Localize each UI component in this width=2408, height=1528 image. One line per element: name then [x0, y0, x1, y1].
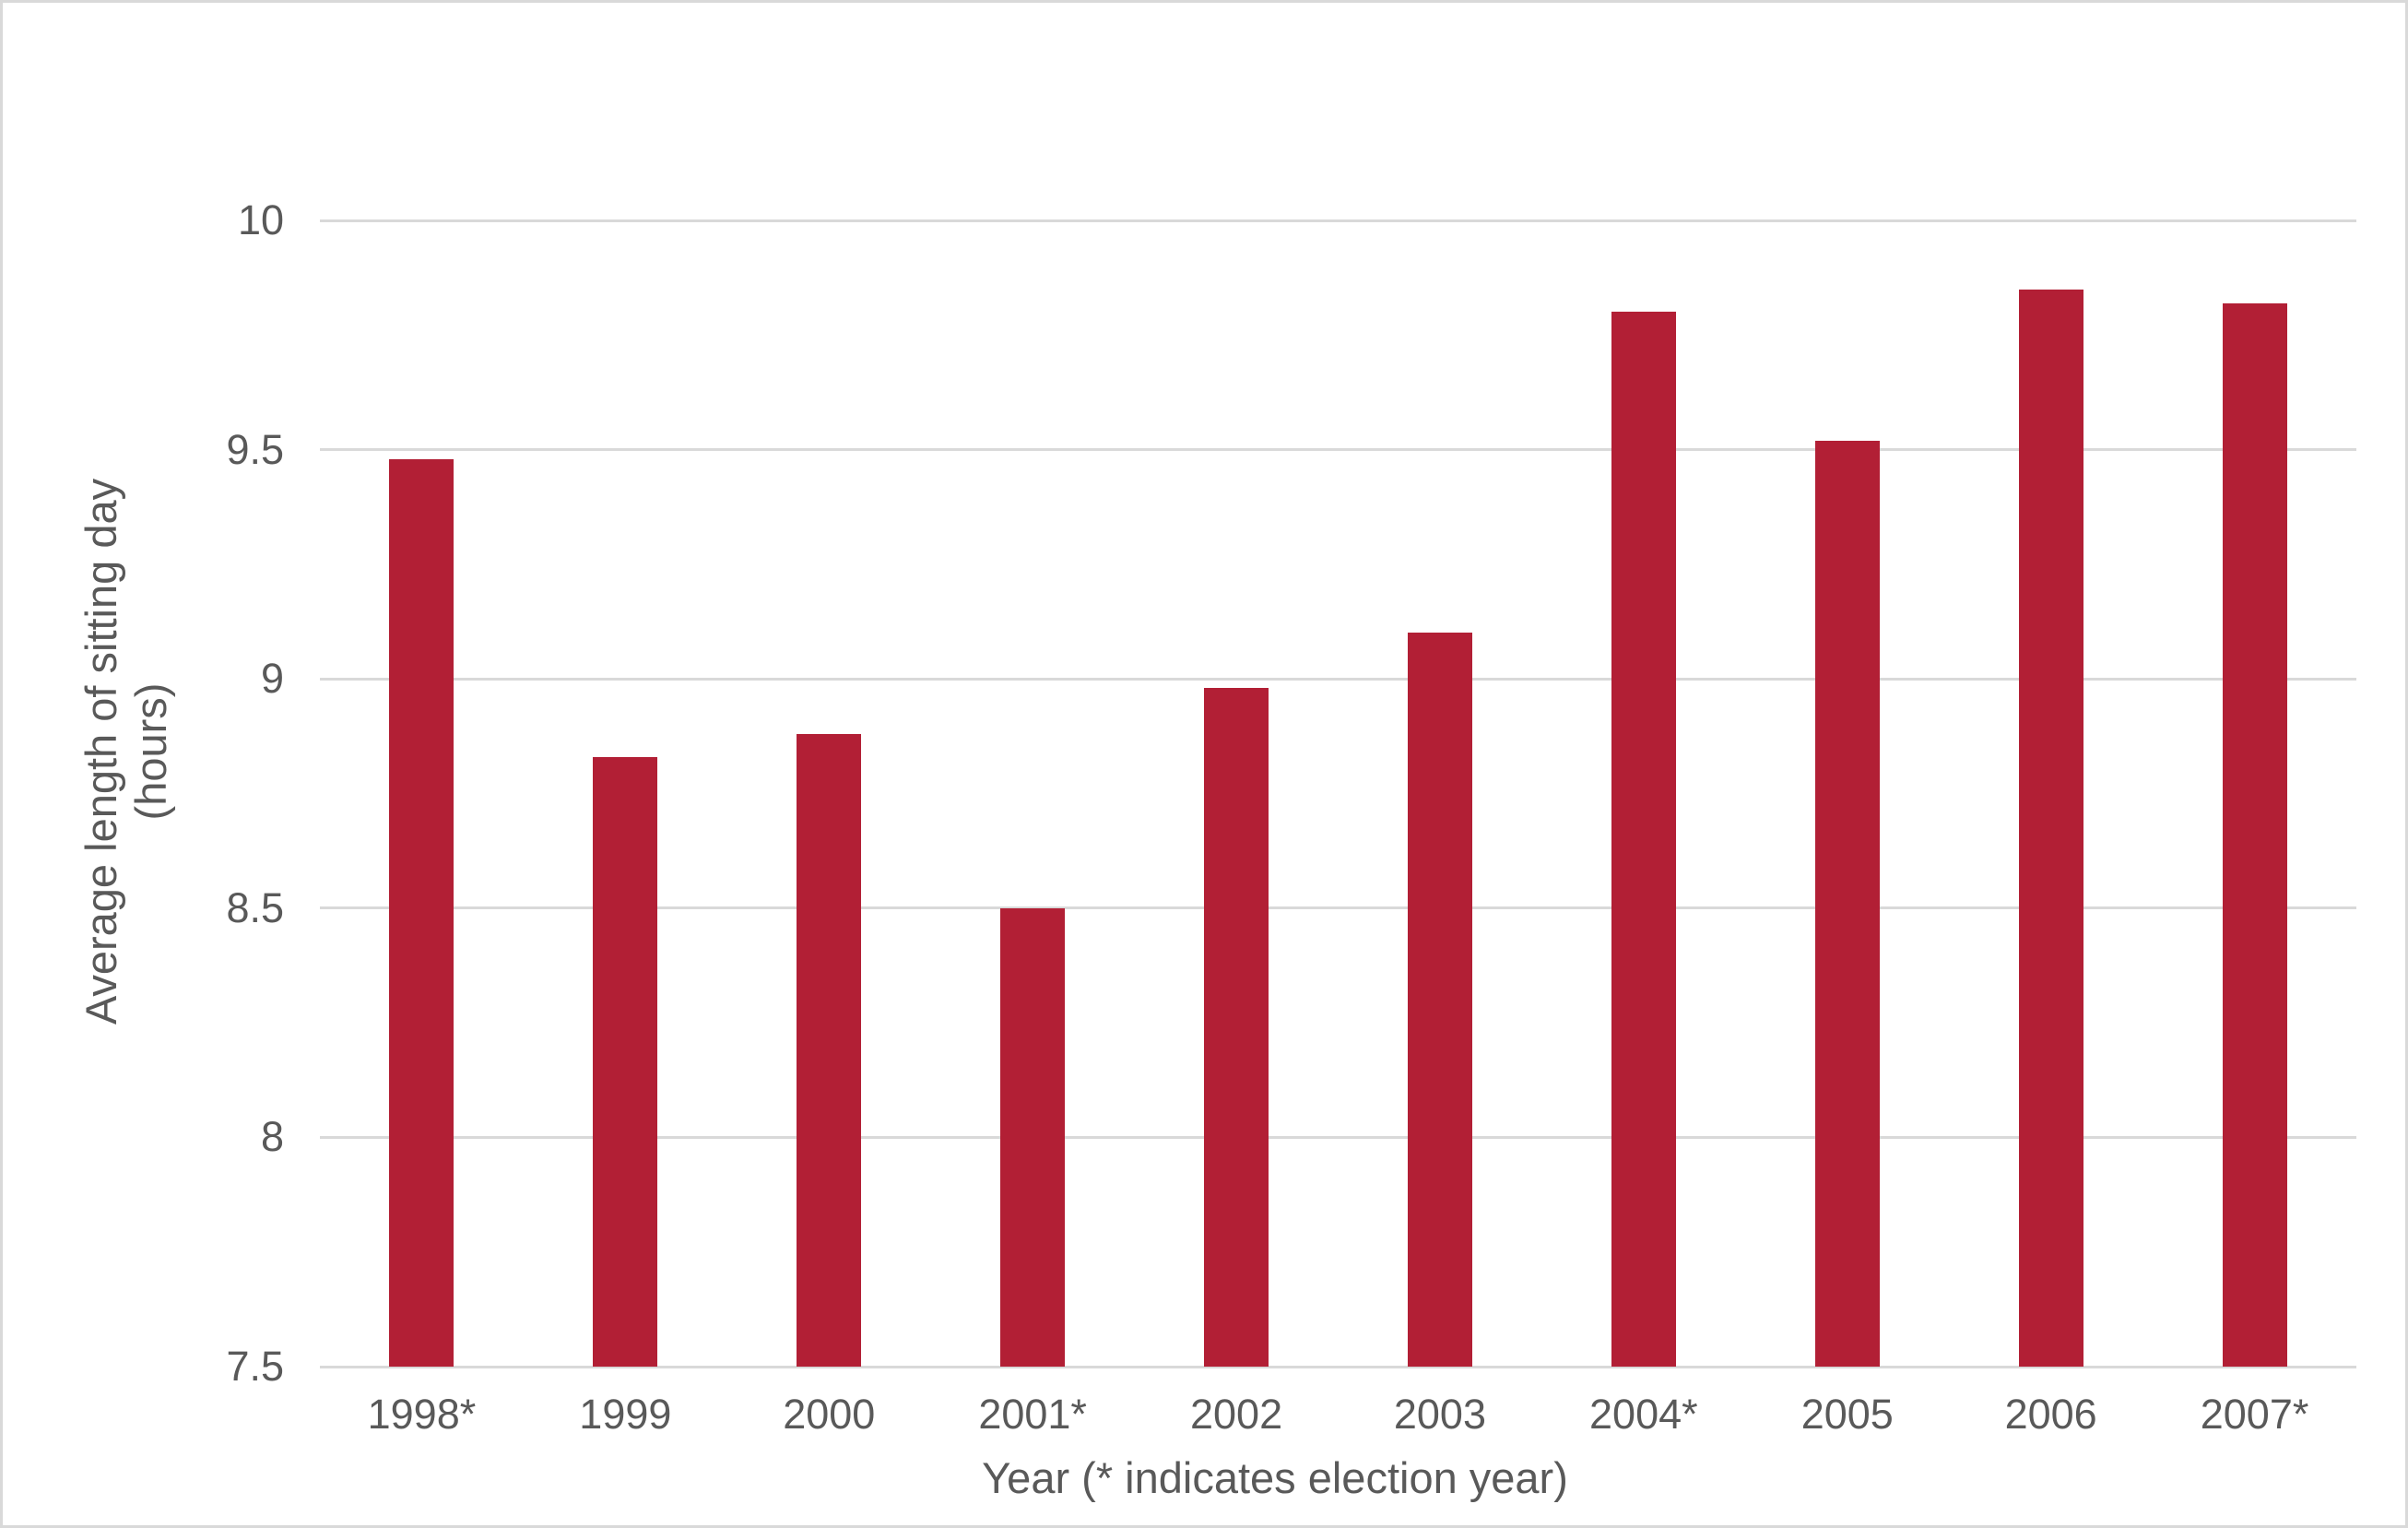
bar-2002	[1204, 688, 1269, 1367]
bar-1999	[593, 756, 658, 1367]
y-axis-title-line1: Average length of sitting day	[77, 478, 125, 1025]
y-tick-label: 8.5	[226, 883, 284, 931]
y-tick-label: 9	[260, 655, 284, 703]
x-tick-label: 2004*	[1589, 1391, 1698, 1438]
y-tick-label: 9.5	[226, 425, 284, 473]
bar-2001	[1000, 907, 1066, 1367]
x-axis-title: Year (* indicates election year)	[982, 1453, 1568, 1502]
bar-1998	[389, 458, 454, 1367]
x-tick-label: 2001*	[978, 1391, 1087, 1438]
x-tick-label: 2000	[783, 1391, 876, 1438]
gridline	[320, 1135, 2356, 1139]
y-axis-title-line2: (hours)	[126, 682, 175, 821]
x-tick-label: 1998*	[367, 1391, 477, 1438]
plot-area	[320, 219, 2356, 1368]
y-tick-label: 10	[237, 196, 284, 243]
x-tick-label: 2003	[1393, 1391, 1486, 1438]
x-tick-label: 2006	[2004, 1391, 2097, 1438]
gridline	[320, 448, 2356, 452]
gridline	[320, 906, 2356, 910]
bar-2004	[1611, 312, 1676, 1367]
bar-2003	[1407, 633, 1472, 1367]
x-tick-label: 2002	[1189, 1391, 1283, 1438]
bar-2007	[2222, 302, 2287, 1367]
gridline	[320, 219, 2356, 222]
bar-2000	[797, 733, 862, 1367]
gridline	[320, 1365, 2356, 1368]
y-axis-title: Average length of sitting day (hours)	[77, 479, 176, 1025]
x-tick-label: 2005	[1800, 1391, 1894, 1438]
bar-2005	[1814, 440, 1880, 1367]
gridline	[320, 677, 2356, 681]
y-tick-label: 8	[260, 1113, 284, 1161]
bar-2006	[2018, 289, 2083, 1367]
x-tick-label: 1999	[579, 1391, 672, 1438]
x-tick-label: 2007*	[2200, 1391, 2309, 1438]
y-tick-label: 7.5	[226, 1343, 284, 1390]
